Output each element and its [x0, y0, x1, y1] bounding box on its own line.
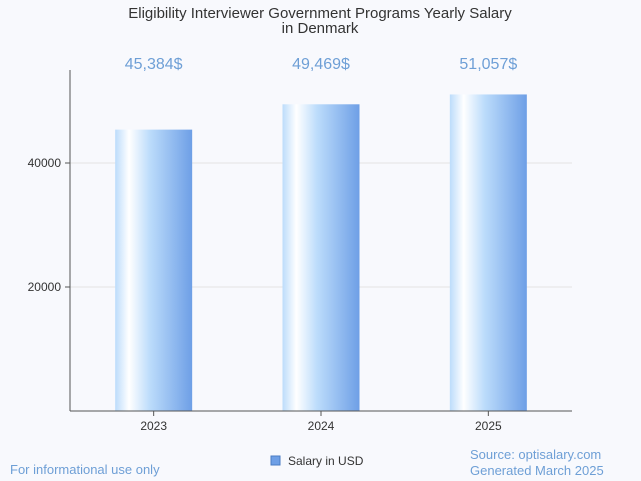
legend-label: Salary in USD	[288, 454, 364, 468]
chart-title-line-2: in Denmark	[282, 20, 359, 37]
source-info: Source: optisalary.com Generated March 2…	[470, 447, 604, 479]
chart-title-line-1: Eligibility Interviewer Government Progr…	[128, 5, 512, 22]
source-text: Source: optisalary.com	[470, 447, 602, 462]
y-tick-label-1: 40000	[28, 156, 62, 170]
x-tick-label-2025: 2025	[475, 419, 502, 433]
axes	[65, 70, 572, 416]
data-label-2023: 45,384$	[125, 56, 183, 73]
x-tick-label-2024: 2024	[308, 419, 335, 433]
labels: 20000 40000 2023 45,384$ 2024 49,469$ 2025 51,0…	[28, 56, 518, 433]
data-label-2025: 51,057$	[459, 56, 517, 73]
legend[interactable]: Salary in USD	[270, 454, 364, 468]
legend-swatch	[270, 455, 281, 466]
generated-text: Generated March 2025	[470, 463, 604, 478]
x-tick-label-2023: 2023	[140, 419, 167, 433]
y-tick-label-0: 20000	[28, 280, 62, 294]
disclaimer-text: For informational use only	[10, 462, 160, 477]
bars	[115, 94, 527, 412]
data-label-2024: 49,469$	[292, 56, 350, 73]
bar-2024[interactable]	[282, 104, 360, 411]
bar-2023[interactable]	[115, 129, 193, 411]
bar-2025[interactable]	[449, 94, 527, 412]
